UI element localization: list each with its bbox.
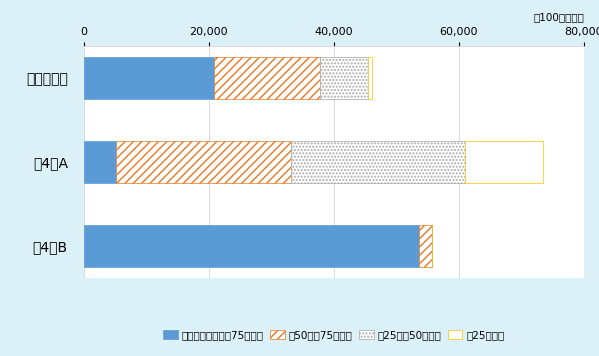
Bar bbox=[84, 57, 214, 99]
Legend: 中国の輸入シェア75％以上, 同50％～75％未満, 同25％～50％未満, 同25％未満: 中国の輸入シェア75％以上, 同50％～75％未満, 同25％～50％未満, 同… bbox=[161, 328, 507, 342]
Bar bbox=[116, 141, 291, 183]
Bar bbox=[291, 141, 465, 183]
Text: （100万ドル）: （100万ドル） bbox=[533, 12, 584, 22]
Bar bbox=[84, 141, 116, 183]
Bar bbox=[465, 141, 543, 183]
Bar bbox=[214, 57, 320, 99]
Bar bbox=[419, 225, 432, 267]
Bar bbox=[320, 57, 368, 99]
Bar bbox=[368, 57, 372, 99]
Bar bbox=[84, 225, 419, 267]
